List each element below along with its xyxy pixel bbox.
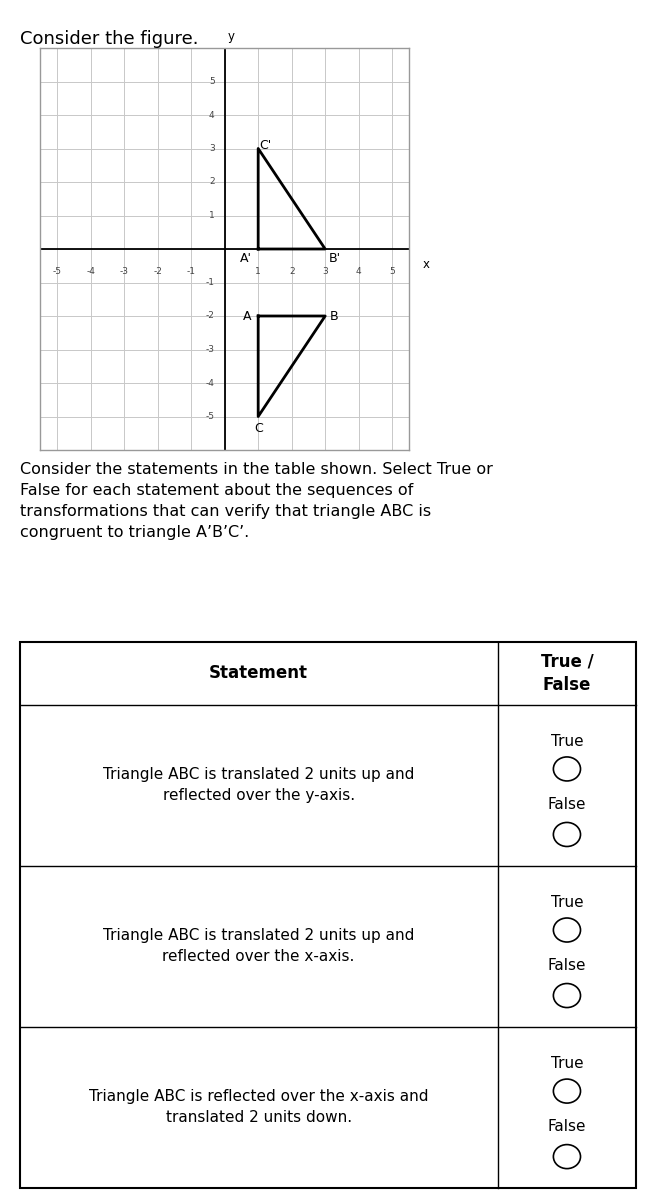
Text: 3: 3 <box>209 144 215 152</box>
Text: Statement: Statement <box>209 665 308 683</box>
Text: C': C' <box>259 139 272 151</box>
Text: B': B' <box>329 252 340 265</box>
Text: A': A' <box>239 252 251 265</box>
Text: False: False <box>548 797 586 812</box>
Text: False: False <box>548 958 586 973</box>
Text: -3: -3 <box>205 346 215 354</box>
Text: 1: 1 <box>209 211 215 220</box>
Text: Triangle ABC is translated 2 units up and
reflected over the y-axis.: Triangle ABC is translated 2 units up an… <box>103 767 415 803</box>
Text: True: True <box>550 895 583 911</box>
Text: 4: 4 <box>356 268 361 276</box>
Text: 3: 3 <box>322 268 328 276</box>
Text: 1: 1 <box>255 268 261 276</box>
Text: 2: 2 <box>209 178 215 186</box>
Text: True: True <box>550 734 583 749</box>
Text: -2: -2 <box>154 268 162 276</box>
Text: -1: -1 <box>187 268 195 276</box>
Text: -1: -1 <box>205 278 215 287</box>
Text: y: y <box>227 30 234 43</box>
Text: 2: 2 <box>289 268 295 276</box>
Text: -4: -4 <box>86 268 95 276</box>
Text: 5: 5 <box>209 77 215 86</box>
Text: -4: -4 <box>206 378 215 388</box>
Text: -5: -5 <box>205 412 215 421</box>
Text: -5: -5 <box>52 268 62 276</box>
Text: -3: -3 <box>119 268 129 276</box>
Text: Consider the figure.: Consider the figure. <box>20 30 198 48</box>
Text: 4: 4 <box>209 110 215 120</box>
Text: -2: -2 <box>206 312 215 320</box>
Text: True /
False: True / False <box>541 653 593 694</box>
Text: False: False <box>548 1120 586 1134</box>
Text: 5: 5 <box>389 268 395 276</box>
Text: Consider the statements in the table shown. Select True or
False for each statem: Consider the statements in the table sho… <box>20 462 493 540</box>
Text: x: x <box>422 258 429 270</box>
Text: Triangle ABC is translated 2 units up and
reflected over the x-axis.: Triangle ABC is translated 2 units up an… <box>103 929 415 965</box>
Text: B: B <box>330 310 339 323</box>
Text: C: C <box>254 421 262 434</box>
Text: Triangle ABC is reflected over the x-axis and
translated 2 units down.: Triangle ABC is reflected over the x-axi… <box>89 1090 428 1126</box>
Text: A: A <box>243 310 252 323</box>
Text: True: True <box>550 1056 583 1072</box>
